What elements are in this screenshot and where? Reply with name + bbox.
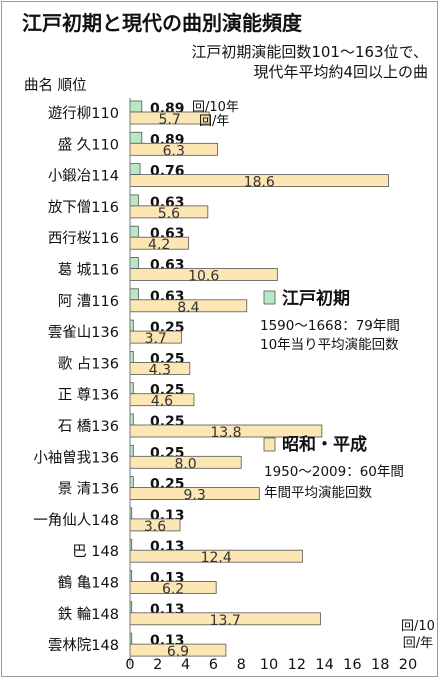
bar-edo: [129, 194, 139, 207]
first-row-unit-edo: 回/10年: [192, 100, 239, 115]
data-label-modern: 13.7: [210, 613, 241, 629]
bar-edo: [129, 131, 143, 144]
data-label-modern: 3.6: [144, 519, 166, 535]
data-label-modern: 8.0: [174, 456, 196, 472]
category-label: 放下僧116: [48, 199, 119, 216]
x-tick-label: 16: [343, 657, 361, 673]
x-tick-label: 10: [260, 657, 278, 673]
first-row-unit-modern: 回/年: [199, 114, 229, 129]
category-label: 鶴 亀148: [58, 575, 119, 592]
x-tick-label: 8: [237, 657, 246, 673]
chart-title: 江戸初期と現代の曲別演能頻度: [22, 11, 303, 35]
category-label: 石 橋136: [58, 418, 119, 435]
x-tick-label: 2: [153, 657, 162, 673]
data-label-modern: 6.2: [162, 582, 184, 598]
bar-edo: [129, 163, 141, 176]
data-label-modern: 9.3: [184, 488, 206, 504]
category-label: 葛 城116: [58, 262, 119, 279]
category-label: 盛 久110: [58, 136, 119, 153]
chart-subtitle-line-1: 江戸初期演能回数101～163位で、: [191, 43, 428, 61]
legend-title-edo: 江戸初期: [282, 288, 350, 309]
bar-edo: [129, 100, 143, 113]
x-tick-label: 20: [399, 657, 417, 673]
category-label: 雲雀山136: [48, 324, 119, 341]
column-header: 曲名 順位: [24, 77, 87, 94]
data-label-modern: 6.9: [167, 644, 189, 660]
x-tick-label: 14: [315, 657, 333, 673]
data-label-modern: 12.4: [201, 550, 232, 566]
category-label: 遊行柳110: [48, 105, 119, 122]
legend-title-modern: 昭和・平成: [282, 434, 367, 455]
bar-edo: [129, 225, 139, 238]
category-label: 景 清136: [58, 481, 119, 498]
data-label-modern: 4.3: [149, 362, 171, 378]
legend-desc-modern: 年間平均演能回数: [264, 485, 372, 501]
data-label-modern: 5.6: [158, 206, 180, 222]
chart-subtitle-line-2: 現代年平均約4回以上の曲: [253, 63, 428, 81]
bar-edo: [129, 288, 139, 301]
legend-swatch-edo: [263, 290, 276, 305]
category-label: 西行桜116: [48, 230, 119, 247]
axis-unit-line-1: 回/10: [401, 619, 435, 634]
legend-swatch-modern: [263, 437, 276, 452]
category-label: 一角仙人148: [33, 512, 119, 529]
category-label: 正 尊136: [58, 387, 119, 404]
category-label: 歌 占136: [58, 355, 119, 372]
legend-desc-edo: 10年当り平均演能回数: [260, 337, 399, 353]
category-label: 小袖曽我136: [33, 449, 119, 466]
category-label: 小鍛冶114: [48, 168, 119, 185]
category-label: 雲林院148: [48, 637, 119, 654]
data-label-modern: 4.6: [151, 394, 173, 410]
bar-edo: [129, 257, 139, 269]
data-label-modern: 18.6: [244, 175, 275, 191]
data-label-modern: 8.4: [177, 300, 199, 316]
x-tick-label: 18: [371, 657, 389, 673]
data-label-modern: 13.8: [210, 425, 241, 441]
x-tick-label: 6: [209, 657, 218, 673]
legend-desc-modern: 1950～2009：60年間: [264, 464, 404, 480]
axis-unit-line-2: 回/年: [403, 636, 433, 651]
data-label-modern: 5.7: [158, 112, 180, 128]
x-tick-label: 12: [288, 657, 306, 673]
category-label: 鉄 輪148: [58, 606, 119, 623]
x-tick-label: 4: [181, 657, 190, 673]
x-tick-label: 0: [125, 657, 134, 673]
legend-desc-edo: 1590～1668：79年間: [260, 318, 400, 334]
category-label: 阿 漕116: [58, 293, 119, 310]
data-label-modern: 3.7: [145, 331, 167, 347]
data-label-modern: 6.3: [163, 143, 185, 159]
data-label-modern: 10.6: [188, 269, 219, 285]
data-label-modern: 4.2: [148, 237, 170, 253]
category-label: 巴 148: [72, 544, 119, 560]
